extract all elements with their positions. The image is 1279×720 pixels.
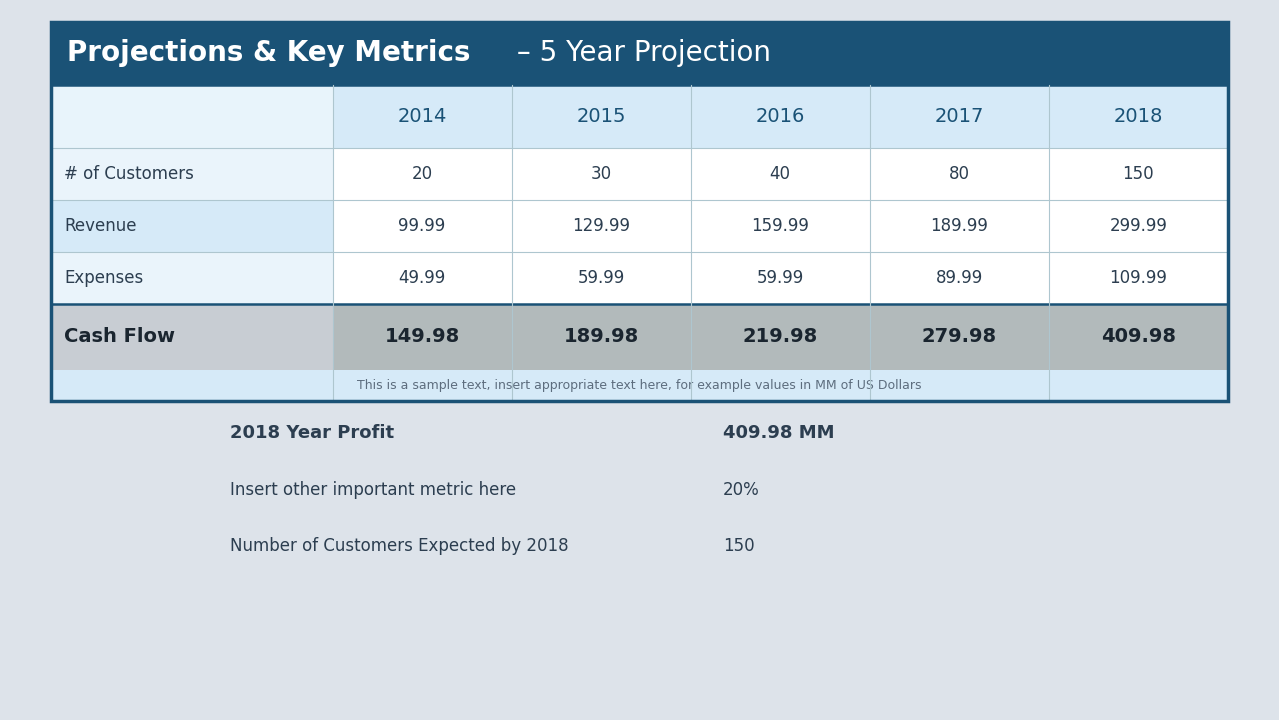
Text: 189.99: 189.99 (930, 217, 989, 235)
Text: 40: 40 (770, 166, 790, 183)
Text: 129.99: 129.99 (572, 217, 631, 235)
FancyBboxPatch shape (51, 85, 333, 148)
Text: This is a sample text, insert appropriate text here, for example values in MM of: This is a sample text, insert appropriat… (357, 379, 922, 392)
Text: 149.98: 149.98 (385, 328, 459, 346)
FancyBboxPatch shape (512, 252, 691, 304)
FancyBboxPatch shape (333, 304, 512, 370)
FancyBboxPatch shape (333, 200, 512, 252)
Text: 2016: 2016 (756, 107, 804, 126)
Text: 2014: 2014 (398, 107, 446, 126)
FancyBboxPatch shape (691, 148, 870, 200)
Text: 279.98: 279.98 (922, 328, 996, 346)
Text: 409.98: 409.98 (1101, 328, 1175, 346)
FancyBboxPatch shape (51, 22, 1228, 85)
Text: 30: 30 (591, 166, 611, 183)
FancyBboxPatch shape (512, 85, 691, 148)
FancyBboxPatch shape (51, 148, 333, 200)
Text: 20: 20 (412, 166, 432, 183)
Text: 150: 150 (723, 536, 755, 554)
Text: 59.99: 59.99 (578, 269, 624, 287)
Text: 2017: 2017 (935, 107, 984, 126)
FancyBboxPatch shape (333, 252, 512, 304)
FancyBboxPatch shape (1049, 200, 1228, 252)
FancyBboxPatch shape (51, 200, 333, 252)
FancyBboxPatch shape (512, 200, 691, 252)
Text: 2018 Year Profit: 2018 Year Profit (230, 424, 394, 442)
Text: Expenses: Expenses (64, 269, 143, 287)
FancyBboxPatch shape (512, 304, 691, 370)
Text: 89.99: 89.99 (936, 269, 982, 287)
FancyBboxPatch shape (512, 148, 691, 200)
Text: 49.99: 49.99 (399, 269, 445, 287)
Text: Insert other important metric here: Insert other important metric here (230, 480, 517, 498)
FancyBboxPatch shape (1049, 148, 1228, 200)
FancyBboxPatch shape (870, 200, 1049, 252)
FancyBboxPatch shape (1049, 304, 1228, 370)
FancyBboxPatch shape (691, 85, 870, 148)
FancyBboxPatch shape (51, 252, 333, 304)
FancyBboxPatch shape (1049, 85, 1228, 148)
Text: 2018: 2018 (1114, 107, 1163, 126)
Text: 299.99: 299.99 (1109, 217, 1168, 235)
Text: 150: 150 (1123, 166, 1154, 183)
Text: 159.99: 159.99 (751, 217, 810, 235)
FancyBboxPatch shape (333, 85, 512, 148)
FancyBboxPatch shape (870, 148, 1049, 200)
Text: Cash Flow: Cash Flow (64, 328, 175, 346)
Text: 99.99: 99.99 (399, 217, 445, 235)
FancyBboxPatch shape (1049, 252, 1228, 304)
Text: – 5 Year Projection: – 5 Year Projection (508, 40, 771, 67)
Text: 109.99: 109.99 (1109, 269, 1168, 287)
Text: Revenue: Revenue (64, 217, 137, 235)
FancyBboxPatch shape (333, 148, 512, 200)
FancyBboxPatch shape (51, 304, 333, 370)
FancyBboxPatch shape (691, 304, 870, 370)
Text: 409.98 MM: 409.98 MM (723, 424, 834, 442)
Text: # of Customers: # of Customers (64, 166, 194, 183)
Text: 20%: 20% (723, 480, 760, 498)
Text: 189.98: 189.98 (564, 328, 638, 346)
FancyBboxPatch shape (691, 200, 870, 252)
FancyBboxPatch shape (870, 85, 1049, 148)
Text: Number of Customers Expected by 2018: Number of Customers Expected by 2018 (230, 536, 569, 554)
FancyBboxPatch shape (51, 370, 1228, 401)
FancyBboxPatch shape (870, 252, 1049, 304)
Text: Projections & Key Metrics: Projections & Key Metrics (67, 40, 469, 67)
FancyBboxPatch shape (691, 252, 870, 304)
FancyBboxPatch shape (870, 304, 1049, 370)
Text: 59.99: 59.99 (757, 269, 803, 287)
Text: 219.98: 219.98 (743, 328, 817, 346)
Text: 2015: 2015 (577, 107, 625, 126)
Text: 80: 80 (949, 166, 969, 183)
